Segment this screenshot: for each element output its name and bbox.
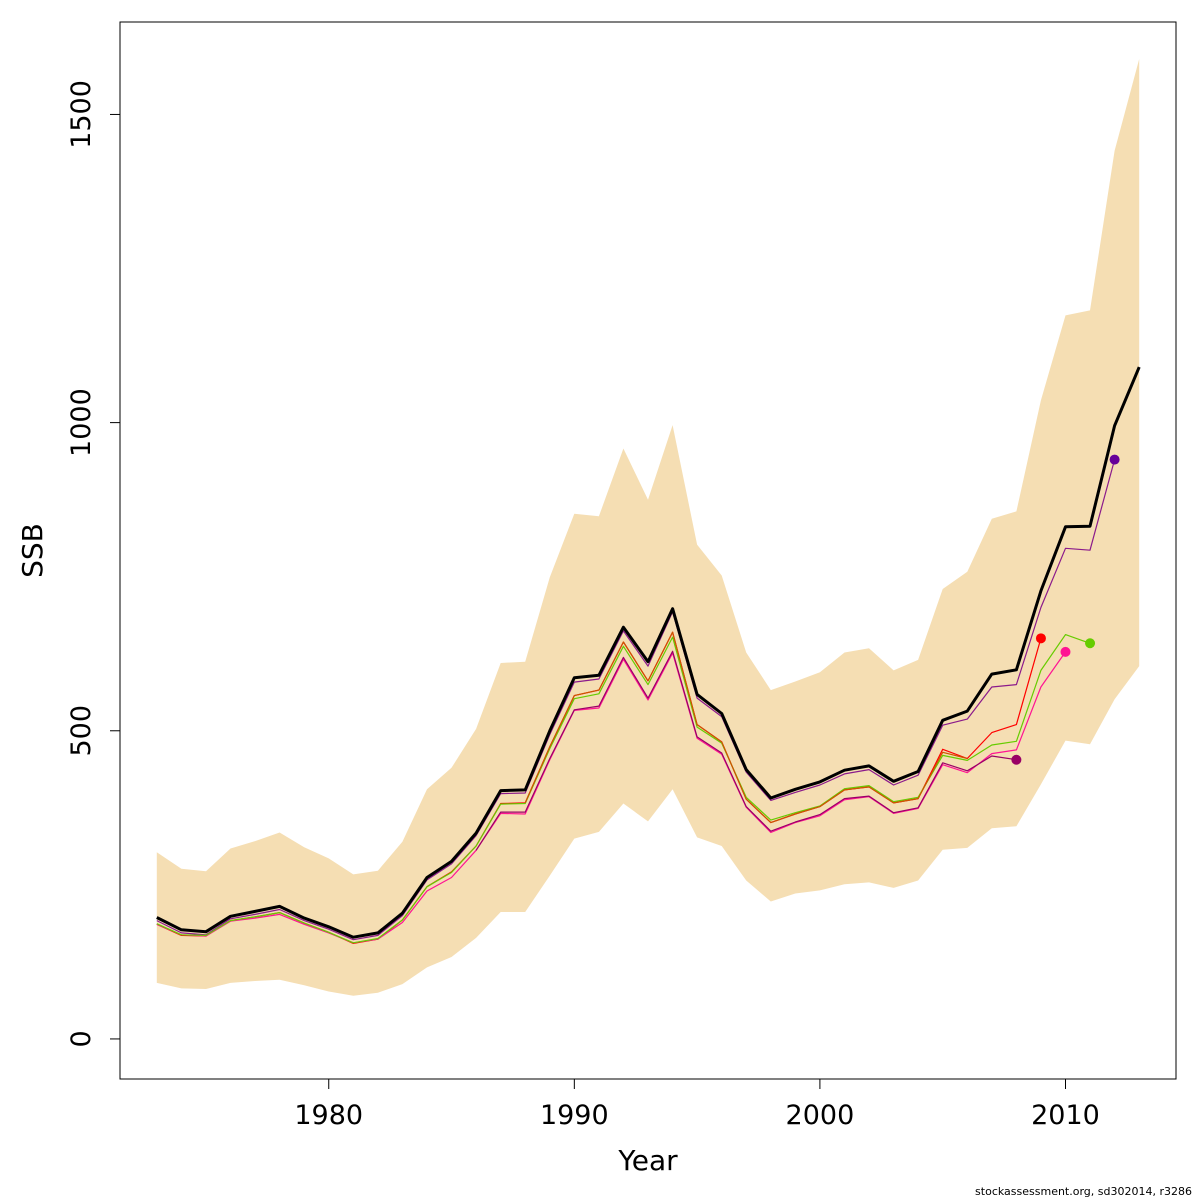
endpoint-marker-2008 [1011,754,1022,765]
series-line-4 [156,651,1066,944]
x-tick-label: 1990 [540,1100,609,1131]
credit-text: stockassessment.org, sd302014, r3286 [975,1185,1192,1198]
y-tick-label: 1000 [66,388,97,457]
y-tick-label: 0 [66,1030,97,1047]
y-axis: 0 500 1000 1500 [66,80,121,1048]
series-line-6 [524,631,968,824]
series-layer [156,366,1141,945]
endpoint-marker-2012 [1109,454,1120,465]
y-tick-label: 500 [66,705,97,757]
y-tick-label: 1500 [66,80,97,149]
x-tick-label: 2010 [1031,1100,1100,1131]
series-line-2 [156,459,1116,941]
series-line-7 [475,650,1017,851]
x-tick-label: 1980 [294,1100,363,1131]
endpoint-layer [1011,454,1120,765]
confidence-band [156,59,1140,996]
x-axis-title: Year [617,1144,678,1177]
series-line-5 [156,633,1091,944]
x-tick-label: 2000 [786,1100,855,1131]
endpoint-marker-2011 [1085,638,1096,649]
endpoint-marker-2009 [1035,633,1046,644]
x-axis: 1980 1990 2000 2010 [294,1078,1100,1131]
y-axis-title: SSB [16,523,49,578]
series-line-1 [156,366,1141,939]
endpoint-marker-2010 [1060,646,1071,657]
confidence-band-layer [156,59,1140,996]
